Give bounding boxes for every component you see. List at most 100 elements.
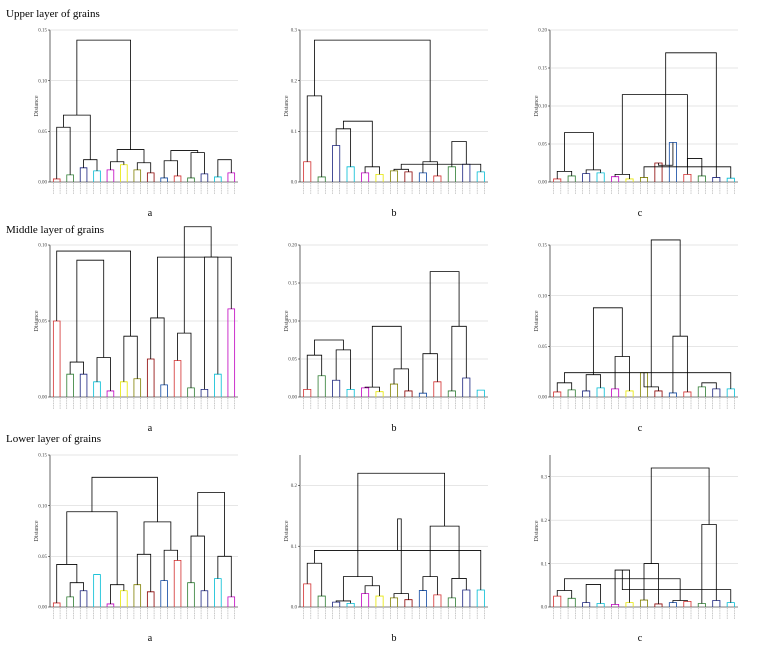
dendrogram-branch: [582, 602, 591, 607]
dendrogram-branch: [611, 388, 620, 397]
dendrogram-branch: [683, 391, 692, 397]
dendrogram-branch: [83, 159, 98, 171]
y-axis-label: Distance: [534, 310, 540, 331]
dendrogram-branch: [643, 372, 659, 391]
panel-letter-upper-a: a: [147, 208, 153, 219]
y-tick-label: 0.20: [288, 244, 297, 249]
dendrogram-branch: [157, 256, 232, 318]
y-tick-label: 0.00: [38, 181, 47, 186]
dendrogram-branch: [650, 467, 710, 564]
dendrogram-branch: [625, 390, 634, 397]
dendrogram-branch: [625, 178, 634, 182]
dendrogram-branch: [52, 320, 61, 397]
dendrogram-branch: [306, 95, 323, 177]
dendrogram-branch: [553, 178, 562, 182]
dendrogram-branch: [314, 339, 344, 356]
dendrogram-svg: 0.00 0.05 0.10 0.15 Distance: [534, 239, 738, 409]
dendrogram-branch: [596, 603, 605, 607]
dendrogram-branch: [585, 584, 602, 604]
dendrogram-branch: [433, 175, 442, 182]
upper-dendrogram-a: 0.00 0.05 0.10 0.15 Distance: [34, 22, 244, 202]
section-title-lower: Lower layer of grains: [6, 433, 101, 445]
dendrogram-branch: [726, 177, 735, 182]
dendrogram-branch: [120, 381, 128, 397]
dendrogram-branch: [52, 602, 61, 607]
y-axis-label: Distance: [284, 95, 290, 116]
panel-letter-upper-c: c: [637, 208, 643, 219]
middle-dendrogram-a: 0.00 0.05 0.10 Distance: [34, 226, 244, 417]
dendrogram-branch: [66, 174, 74, 182]
dendrogram-branch: [146, 172, 155, 182]
dendrogram-branch: [306, 354, 323, 390]
y-tick-label: 0.05: [38, 320, 47, 325]
dendrogram-branch: [93, 170, 101, 182]
dendrogram-branch: [200, 389, 209, 397]
dendrogram-svg: 0.00 0.05 0.10 0.15 0.20 Distance: [284, 244, 488, 409]
y-axis-label: Distance: [284, 520, 290, 541]
dendrogram-branch: [227, 596, 236, 607]
dendrogram-branch: [150, 317, 165, 385]
y-tick-label: 0.15: [38, 29, 47, 34]
dendrogram-branch: [447, 597, 456, 607]
panel-letter-lower-c: c: [637, 633, 643, 644]
dendrogram-branch: [712, 388, 721, 397]
dendrogram-branch: [133, 378, 142, 397]
dendrogram-branch: [190, 535, 205, 591]
dendrogram-branch: [173, 175, 182, 182]
dendrogram-branch: [200, 590, 209, 607]
dendrogram-branch: [553, 595, 562, 607]
dendrogram-branch: [375, 174, 384, 182]
section-title-middle: Middle layer of grains: [6, 224, 105, 236]
dendrogram-branch: [585, 374, 602, 391]
dendrogram-branch: [556, 170, 573, 179]
dendrogram-branch: [357, 472, 446, 577]
dendrogram-branch: [133, 169, 142, 182]
panel-letter-middle-c: c: [637, 423, 643, 434]
dendrogram-branch: [564, 578, 681, 601]
upper-dendrogram-c: 0.00 0.05 0.10 0.15 0.20 Distance: [534, 22, 744, 202]
dendrogram-branch: [346, 389, 355, 397]
dendrogram-branch: [342, 576, 373, 601]
dendrogram-branch: [187, 177, 195, 182]
dendrogram-branch: [93, 574, 101, 607]
dendrogram-branch: [621, 94, 688, 175]
dendrogram-branch: [726, 602, 735, 607]
dendrogram-branch: [567, 175, 576, 182]
dendrogram-branch: [701, 524, 717, 604]
y-axis-label: Distance: [534, 95, 540, 116]
dendrogram-branch: [422, 576, 438, 595]
dendrogram-branch: [163, 160, 178, 178]
middle-dendrogram-c: 0.00 0.05 0.10 0.15 Distance: [534, 237, 744, 417]
dendrogram-branch: [200, 173, 209, 182]
dendrogram-branch: [303, 583, 312, 607]
dendrogram-branch: [697, 386, 706, 397]
dendrogram-branch: [314, 39, 431, 162]
dendrogram-branch: [418, 590, 427, 607]
dendrogram-branch: [76, 39, 131, 150]
dendrogram-branch: [317, 595, 326, 607]
dendrogram-branch: [136, 553, 152, 592]
dendrogram-branch: [106, 603, 115, 607]
dendrogram-branch: [611, 603, 620, 607]
dendrogram-branch: [93, 381, 101, 397]
dendrogram-branch: [433, 594, 442, 607]
dendrogram-branch: [683, 600, 692, 607]
dendrogram-branch: [556, 590, 573, 599]
dendrogram-branch: [79, 590, 88, 607]
dendrogram-branch: [332, 601, 341, 607]
dendrogram-branch: [91, 476, 158, 522]
dendrogram-branch: [146, 358, 155, 397]
dendrogram-branch: [69, 361, 84, 375]
dendrogram-svg: 0.0 0.1 0.2 0.3 Distance: [534, 455, 738, 619]
dendrogram-branch: [451, 325, 467, 391]
dendrogram-branch: [66, 596, 74, 607]
dendrogram-branch: [643, 563, 659, 604]
dendrogram-branch: [697, 603, 706, 607]
dendrogram-branch: [683, 174, 692, 182]
y-tick-label: 0.3: [541, 475, 548, 480]
dendrogram-branch: [476, 589, 485, 607]
dendrogram-branch: [697, 175, 706, 182]
y-tick-label: 0.05: [38, 555, 47, 560]
y-tick-label: 0.05: [538, 345, 547, 350]
y-tick-label: 0.15: [288, 282, 297, 287]
